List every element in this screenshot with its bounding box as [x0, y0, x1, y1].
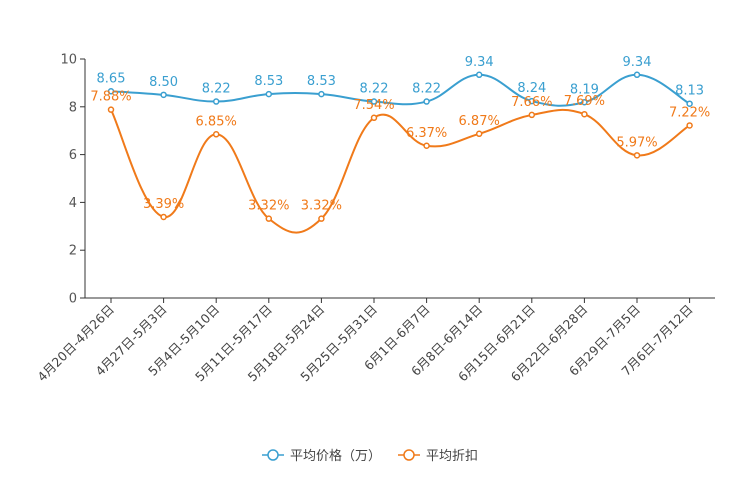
data-label-discount: 3.39%: [143, 197, 184, 212]
data-point-price: [212, 98, 220, 105]
data-label-price: 8.13: [675, 84, 704, 99]
data-point-price: [475, 71, 483, 79]
data-labels: 8.65 8.50 8.22 8.53 8.53 8.22 8.22 9.34 8.24 8.19…: [90, 55, 710, 214]
data-point-discount: [318, 215, 325, 222]
data-label-price: 8.22: [412, 82, 441, 97]
legend-label-discount: 平均折扣: [426, 449, 478, 464]
data-label-discount: 6.37%: [406, 126, 447, 141]
y-tick-label: 0: [69, 292, 77, 307]
y-tick-label: 6: [69, 148, 77, 163]
data-point-discount: [212, 131, 220, 138]
y-tick-label: 10: [60, 53, 77, 68]
data-point-price: [107, 88, 115, 95]
data-label-discount: 5.97%: [616, 135, 657, 150]
data-label-discount: 7.22%: [669, 105, 710, 120]
data-label-discount: 7.88%: [90, 90, 131, 105]
legend-item-discount[interactable]: 平均折扣: [398, 449, 478, 464]
data-label-price: 8.22: [202, 82, 231, 97]
data-point-discount: [581, 110, 588, 118]
data-point-price: [581, 99, 588, 106]
data-label-price: 8.53: [307, 74, 336, 89]
data-point-discount: [160, 213, 167, 221]
data-point-discount: [633, 152, 641, 159]
legend-marker-price: [267, 449, 279, 461]
data-label-discount: 7.69%: [564, 94, 605, 109]
data-label-price: 8.19: [570, 82, 599, 97]
data-label-price: 8.22: [360, 82, 389, 97]
data-label-discount: 7.66%: [511, 95, 552, 110]
data-label-discount: 6.85%: [196, 114, 237, 129]
data-point-discount: [423, 142, 430, 150]
data-label-discount: 3.32%: [301, 199, 342, 214]
legend-marker-discount: [403, 449, 415, 461]
data-point-price: [160, 91, 167, 99]
axes: [84, 59, 715, 299]
data-point-price: [370, 98, 378, 105]
data-point-discount: [107, 106, 115, 113]
data-label-price: 8.50: [149, 75, 178, 90]
data-label-discount: 3.32%: [248, 199, 289, 214]
data-point-price: [423, 98, 430, 105]
data-point-discount: [475, 130, 483, 138]
y-axis-ticks: 0 2 4 6 8 10: [60, 53, 85, 307]
series: [107, 71, 693, 234]
y-tick-label: 8: [69, 100, 77, 115]
data-label-discount: 7.54%: [353, 98, 394, 113]
data-point-price: [528, 97, 536, 105]
x-tick-labels: 4月20日-4月26日4月27日-5月3日5月4日-5月10日5月11日-5月1…: [34, 298, 696, 384]
data-label-price: 9.34: [623, 55, 652, 70]
y-tick-label: 2: [69, 244, 77, 259]
data-point-price: [633, 71, 641, 79]
data-label-price: 8.53: [254, 74, 283, 89]
y-tick-label: 4: [69, 196, 77, 211]
data-point-price: [686, 100, 693, 107]
legend: 平均价格（万） 平均折扣: [262, 448, 478, 464]
legend-label-price: 平均价格（万）: [290, 448, 381, 464]
data-label-discount: 6.87%: [459, 114, 500, 129]
data-label-price: 8.24: [517, 81, 546, 96]
data-label-price: 9.34: [465, 55, 494, 70]
data-point-discount: [265, 215, 273, 222]
data-point-discount: [686, 122, 693, 129]
data-point-discount: [528, 111, 536, 119]
data-point-discount: [370, 114, 378, 122]
data-label-price: 8.65: [97, 71, 126, 86]
data-point-price: [265, 90, 273, 98]
data-point-price: [318, 90, 325, 98]
legend-item-price[interactable]: 平均价格（万）: [262, 448, 381, 464]
